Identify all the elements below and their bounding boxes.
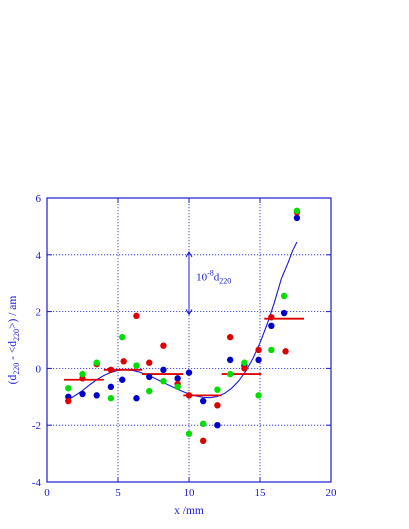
fit-curve-line [68,241,298,401]
y-tick-label: -2 [32,420,41,432]
x-axis-label: x /mm [174,505,204,517]
data-point-series-1 [174,375,181,382]
data-point-series-2 [268,314,275,321]
data-point-series-3 [268,346,275,354]
y-tick-label: 0 [36,363,42,375]
data-point-series-1 [119,376,126,383]
annotation-text: 10-8d220 [196,268,231,285]
data-point-series-2 [107,366,115,374]
data-point-series-2 [255,346,262,354]
data-point-series-1 [146,373,153,381]
data-point-series-3 [241,359,248,366]
data-point-series-3 [119,333,126,341]
data-point-series-1 [268,322,275,329]
data-points [65,207,301,445]
axis-ticks: 0 5 10 15 20 -4 -2 0 2 4 6 [32,193,337,499]
data-point-series-1 [160,366,167,374]
data-point-series-1 [79,390,86,398]
data-point-series-2 [146,359,153,366]
x-tick-label: 15 [255,487,267,499]
x-tick-label: 20 [326,487,338,499]
data-point-series-2 [185,392,193,399]
data-point-series-1 [293,214,301,222]
data-point-series-2 [214,402,221,409]
data-point-series-3 [133,362,140,369]
x-tick-label: 0 [44,487,50,499]
scale-annotation: 10-8d220 [185,250,231,316]
data-point-series-3 [146,387,153,395]
y-tick-label: 2 [36,307,42,319]
y-axis-label: (d220 - <d220>) / am [7,296,21,385]
data-point-series-2 [120,358,127,365]
data-point-series-3 [214,386,221,393]
annotation-arrow-head-bottom [185,309,193,316]
data-point-series-3 [65,385,72,392]
annotation-text-sub: 220 [219,276,231,285]
data-point-series-1 [226,356,234,364]
grid-lines [47,198,331,482]
data-point-series-2 [241,365,248,372]
data-point-series-3 [293,207,301,214]
x-tick-label: 10 [184,487,196,499]
y-axis-label-part-a: (d [7,375,19,385]
y-axis-label-part-b: - <d [7,341,19,363]
data-point-series-3 [93,359,100,366]
y-axis-label-part-c: >) / am [7,296,19,329]
data-point-series-1 [280,309,288,317]
y-tick-label: -4 [32,477,42,489]
data-point-series-2 [282,348,289,355]
data-point-series-1 [133,395,140,402]
data-point-series-3 [226,370,234,378]
data-point-series-2 [65,397,72,405]
data-point-series-3 [79,370,86,378]
annotation-text-mid: d [214,271,220,283]
data-point-series-1 [93,392,100,399]
data-point-series-1 [214,422,221,429]
data-point-series-2 [226,333,234,341]
data-point-series-3 [255,392,262,399]
data-point-series-2 [200,437,207,445]
data-point-series-3 [174,383,181,391]
data-point-series-3 [160,377,167,385]
data-point-series-3 [107,395,115,402]
data-point-series-1 [185,369,193,376]
data-point-series-2 [160,342,167,349]
y-tick-label: 4 [36,250,42,262]
x-tick-label: 5 [115,487,121,499]
fit-curve [68,241,298,401]
step-segments [64,317,305,397]
data-point-series-3 [185,430,193,437]
y-axis-label-sub-1: 220 [12,363,21,375]
y-tick-label: 6 [36,193,42,205]
y-axis-label-sub-2: 220 [12,329,21,341]
data-point-series-1 [200,397,207,405]
data-point-series-3 [280,292,288,300]
data-point-series-1 [255,356,262,364]
data-point-series-2 [133,312,140,320]
annotation-text-sup: -8 [207,268,214,277]
data-point-series-1 [107,383,115,391]
annotation-text-main: 10 [196,271,208,283]
annotation-arrow-head-top [185,250,193,258]
data-point-series-3 [200,420,207,427]
